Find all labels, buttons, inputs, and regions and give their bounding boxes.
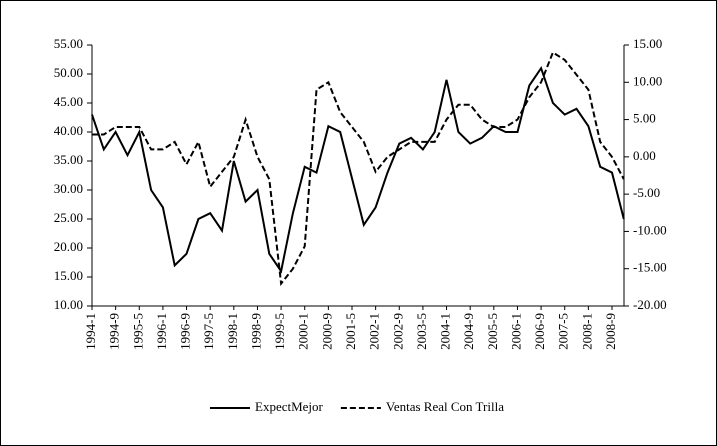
y2-tick-label: 15.00 [633,36,662,51]
series-line [91,65,625,274]
x-tick-label: 1994-1 [83,313,98,350]
y-tick-label: 45.00 [54,94,83,109]
x-tick-label: 2006-9 [532,313,547,350]
y-tick-label: 20.00 [54,239,83,254]
x-tick-label: 2008-9 [603,313,618,350]
y-tick-label: 55.00 [54,36,83,51]
x-tick-label: 2008-1 [579,313,594,350]
x-tick-label: 2002-9 [390,313,405,350]
x-tick-label: 2000-1 [296,313,311,350]
y2-tick-label: 5.00 [633,111,656,126]
x-tick-label: 1996-9 [178,313,193,350]
x-tick-label: 2000-9 [319,313,334,350]
legend-label: ExpectMejor [255,399,324,414]
x-tick-label: 1995-5 [130,313,145,350]
x-tick-label: 2007-5 [556,313,571,350]
x-tick-label: 2001-5 [343,313,358,350]
y2-tick-label: 10.00 [633,73,662,88]
y-tick-label: 40.00 [54,123,83,138]
x-tick-label: 2003-5 [414,313,429,350]
y2-tick-label: -15.00 [633,260,667,275]
y2-tick-label: -20.00 [633,297,667,312]
y-tick-label: 50.00 [54,65,83,80]
y-tick-label: 30.00 [54,181,83,196]
y-tick-label: 25.00 [54,210,83,225]
x-tick-label: 2006-1 [508,313,523,350]
x-tick-label: 2005-5 [485,313,500,350]
x-tick-label: 1998-9 [248,313,263,350]
x-tick-label: 2004-1 [438,313,453,350]
y-tick-label: 35.00 [54,152,83,167]
x-tick-label: 1999-5 [272,313,287,350]
x-tick-label: 2004-9 [461,313,476,350]
legend-label: Ventas Real Con Trilla [386,399,504,414]
y-tick-label: 10.00 [54,297,83,312]
y2-tick-label: -5.00 [633,185,660,200]
x-tick-label: 1996-1 [154,313,169,350]
x-tick-label: 2002-1 [367,313,382,350]
x-tick-label: 1997-5 [201,313,216,350]
x-tick-label: 1998-1 [225,313,240,350]
x-tick-label: 1994-9 [107,313,122,350]
y-tick-label: 15.00 [54,268,83,283]
series-line [92,51,625,287]
y2-tick-label: 0.00 [633,148,656,163]
y2-tick-label: -10.00 [633,222,667,237]
